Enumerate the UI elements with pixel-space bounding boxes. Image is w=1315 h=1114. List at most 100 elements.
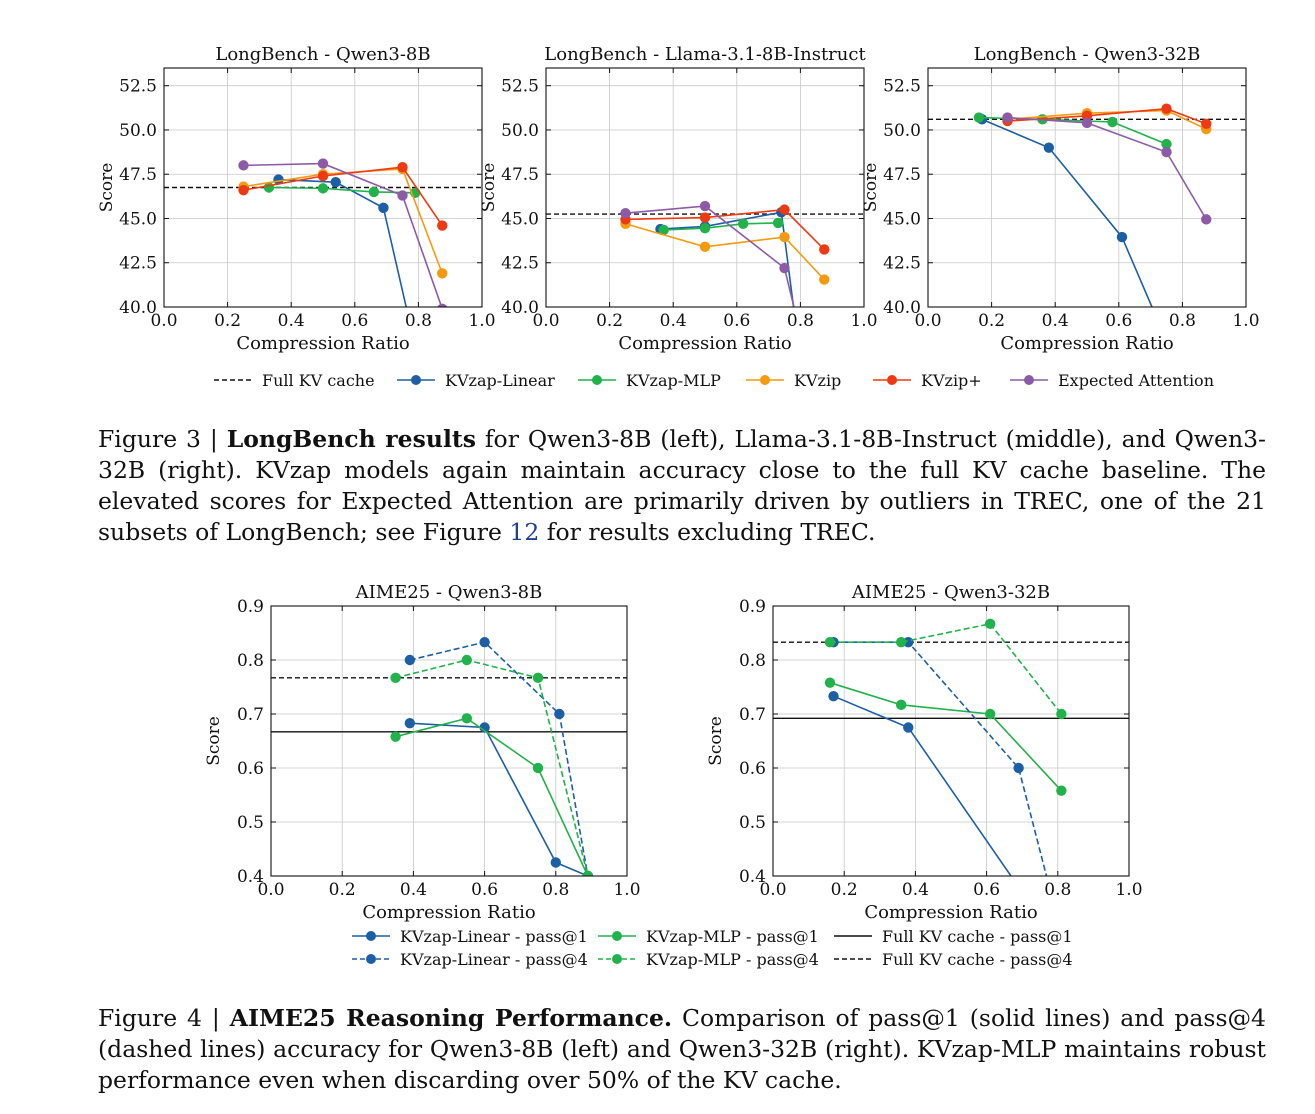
plot-frame	[772, 605, 1130, 877]
data-point-kvzap-mlp-pass-1	[532, 762, 544, 774]
data-point-kvzap-mlp-pass-1	[1056, 785, 1067, 796]
x-tick-label: 0.8	[1169, 311, 1196, 331]
y-tick-label: 0.4	[739, 867, 766, 887]
legend-item-expected-attention: Expected Attention	[1010, 371, 1214, 390]
figure4-caption-bold: AIME25 Reasoning Performance.	[229, 1004, 673, 1032]
y-tick-label: 42.5	[883, 254, 921, 274]
figure4-caption: Figure 4 | AIME25 Reasoning Performance.…	[98, 1003, 1266, 1096]
series-group	[390, 636, 594, 876]
x-tick-label: 0.0	[257, 880, 284, 900]
y-axis-label: Score	[861, 163, 881, 213]
data-point-expected-attention	[1201, 214, 1212, 225]
chart-aime25-qwen3-32b: 0.0 0.2 0.4 0.6 0.8 1.0 0.4 0.5 0.6 0.7 0.8 0.9 AIME…	[706, 582, 1143, 923]
x-tick-label: 0.4	[902, 880, 929, 900]
figure3-caption-bold: LongBench results	[226, 425, 476, 453]
chart-title: LongBench - Qwen3-8B	[215, 44, 430, 65]
figure3-caption-text-end: for results excluding TREC.	[546, 518, 876, 546]
data-point-kvzap-linear-pass-1	[828, 690, 839, 702]
data-point-kvzip	[437, 268, 448, 279]
x-tick-label: 0.0	[150, 311, 177, 331]
legend-label: KVzap-MLP - pass@1	[646, 927, 819, 946]
x-tick-label: 0.8	[787, 311, 814, 331]
plot-frame	[163, 67, 483, 308]
data-point-kvzap-mlp-pass-1	[895, 699, 907, 711]
legend-label: KVzap-Linear - pass@1	[400, 927, 588, 946]
legend-marker	[1024, 375, 1034, 385]
data-point-kvzip	[699, 241, 711, 253]
data-point-kvzap-mlp-pass-1	[461, 713, 472, 724]
x-tick-label: 0.4	[278, 311, 305, 331]
figure3-legend: Full KV cache KVzap-Linear KVzap-MLP KVzip K…	[214, 371, 1214, 390]
series-line-kvzip	[625, 223, 825, 281]
y-tick-label: 52.5	[501, 77, 539, 97]
legend-label: Expected Attention	[1058, 371, 1214, 390]
y-tick-label: 52.5	[883, 77, 921, 97]
data-point-expected-attention	[1002, 112, 1013, 123]
y-axis-label: Score	[97, 163, 117, 213]
legend-item-full-kv-cache: Full KV cache	[214, 371, 375, 390]
series-group	[973, 103, 1212, 307]
legend-item-kvzip: KVzip+	[873, 371, 982, 390]
data-point-kvzap-mlp	[1161, 138, 1172, 150]
legend-label: KVzip+	[921, 371, 982, 390]
x-tick-label: 1.0	[613, 880, 640, 900]
figure3-caption-label: Figure 3 |	[98, 425, 218, 453]
data-point-kvzap-linear	[795, 355, 805, 365]
series-line-kvzap-linear	[981, 118, 1153, 307]
data-point-kvzap-mlp-pass-4	[461, 654, 472, 666]
legend-label: KVzap-Linear	[445, 371, 555, 390]
legend-label: KVzap-MLP	[626, 371, 721, 390]
series-line-kvzap-mlp-pass-4	[829, 622, 1062, 715]
data-point-kvzap-mlp-pass-4	[532, 672, 544, 684]
x-tick-label: 0.6	[1105, 311, 1132, 331]
data-point-kvzip	[238, 184, 249, 196]
x-tick-label: 0.0	[532, 311, 559, 331]
y-tick-label: 50.0	[119, 121, 157, 141]
x-tick-label: 0.4	[660, 311, 687, 331]
x-tick-label: 0.4	[1042, 311, 1069, 331]
y-tick-label: 40.0	[119, 298, 157, 318]
y-tick-label: 0.6	[739, 759, 766, 779]
y-tick-label: 0.7	[739, 705, 766, 725]
data-point-expected-attention	[699, 200, 711, 212]
y-tick-label: 45.0	[501, 209, 539, 229]
data-point-kvzap-linear-pass-4	[1013, 762, 1024, 774]
x-tick-label: 0.6	[471, 880, 498, 900]
series-line-kvzip	[1007, 107, 1207, 125]
chart-title: AIME25 - Qwen3-32B	[851, 582, 1050, 603]
x-tick-label: 0.4	[400, 880, 427, 900]
y-tick-label: 50.0	[501, 121, 539, 141]
x-tick-label: 0.2	[831, 880, 858, 900]
data-point-kvzap-mlp-pass-4	[582, 870, 594, 876]
data-point-kvzap-linear-pass-4	[404, 654, 416, 666]
legend-item-kvzap-linear: KVzap-Linear	[397, 371, 555, 390]
y-tick-label: 0.9	[237, 597, 264, 617]
series-line-kvzap-mlp-pass-4	[395, 659, 589, 876]
data-point-kvzap-mlp-pass-1	[984, 708, 996, 720]
data-point-kvzap-mlp-pass-4	[984, 618, 996, 630]
data-point-kvzap-mlp-pass-4	[824, 636, 836, 648]
y-axis-label: Score	[204, 716, 224, 766]
y-tick-label: 0.4	[237, 867, 264, 887]
y-tick-label: 0.8	[739, 651, 766, 671]
y-tick-label: 45.0	[883, 209, 921, 229]
legend-label: Full KV cache - pass@1	[882, 927, 1073, 946]
chart-longbench-llama: 0.0 0.2 0.4 0.6 0.8 1.0 40.0 42.5 45.0 47.5 50.0 52…	[479, 44, 878, 365]
legend-label: Full KV cache	[262, 371, 375, 390]
data-point-kvzip	[1201, 118, 1212, 129]
x-tick-label: 0.2	[978, 311, 1005, 331]
x-axis-label: Compression Ratio	[1000, 333, 1173, 354]
x-tick-label: 0.0	[759, 880, 786, 900]
legend-label: KVzap-Linear - pass@4	[400, 950, 588, 969]
data-point-kvzap-mlp-pass-4	[390, 672, 401, 684]
data-point-expected-attention	[1081, 117, 1093, 129]
x-tick-label: 0.2	[329, 880, 356, 900]
y-tick-label: 0.7	[237, 705, 264, 725]
data-point-kvzap-linear-pass-1	[404, 717, 416, 729]
figure4-caption-text: Comparison of pass@1 (solid lines) and p…	[98, 1004, 1266, 1094]
y-tick-label: 0.6	[237, 759, 264, 779]
y-tick-label: 0.5	[739, 813, 766, 833]
figure12-link[interactable]: 12	[509, 518, 540, 546]
data-point-kvzap-mlp-pass-4	[1056, 708, 1067, 720]
